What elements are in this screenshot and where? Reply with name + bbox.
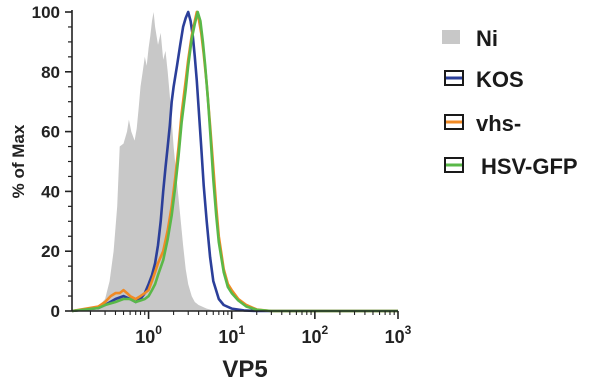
- x-tick-label: 101: [218, 323, 245, 347]
- legend: Ni KOS vhs- HSV-GFP: [442, 26, 578, 179]
- y-tick-label: 20: [41, 242, 60, 261]
- axes: 0 20 40 60 80 100 100 101 102 103 VP5 % of Max: [9, 3, 412, 383]
- y-tick-label: 100: [32, 3, 60, 22]
- legend-ni-label: Ni: [476, 26, 498, 51]
- x-tick-label: 103: [385, 323, 412, 347]
- x-tick-label: 100: [135, 323, 162, 347]
- legend-hsv-gfp-label: HSV-GFP: [481, 154, 578, 179]
- y-tick-label: 40: [41, 182, 60, 201]
- y-tick-label: 0: [51, 302, 60, 321]
- x-tick-label: 102: [301, 323, 328, 347]
- legend-ni-swatch: [442, 30, 460, 44]
- legend-vhs-label: vhs-: [476, 111, 521, 136]
- legend-kos-label: KOS: [476, 67, 524, 92]
- y-tick-label: 60: [41, 123, 60, 142]
- series-ni-area: [72, 12, 224, 311]
- y-tick-label: 80: [41, 63, 60, 82]
- x-axis-title: VP5: [222, 356, 267, 383]
- series-hsv-gfp-line: [71, 10, 398, 313]
- plot-area: [71, 10, 398, 313]
- y-axis-title: % of Max: [9, 124, 28, 198]
